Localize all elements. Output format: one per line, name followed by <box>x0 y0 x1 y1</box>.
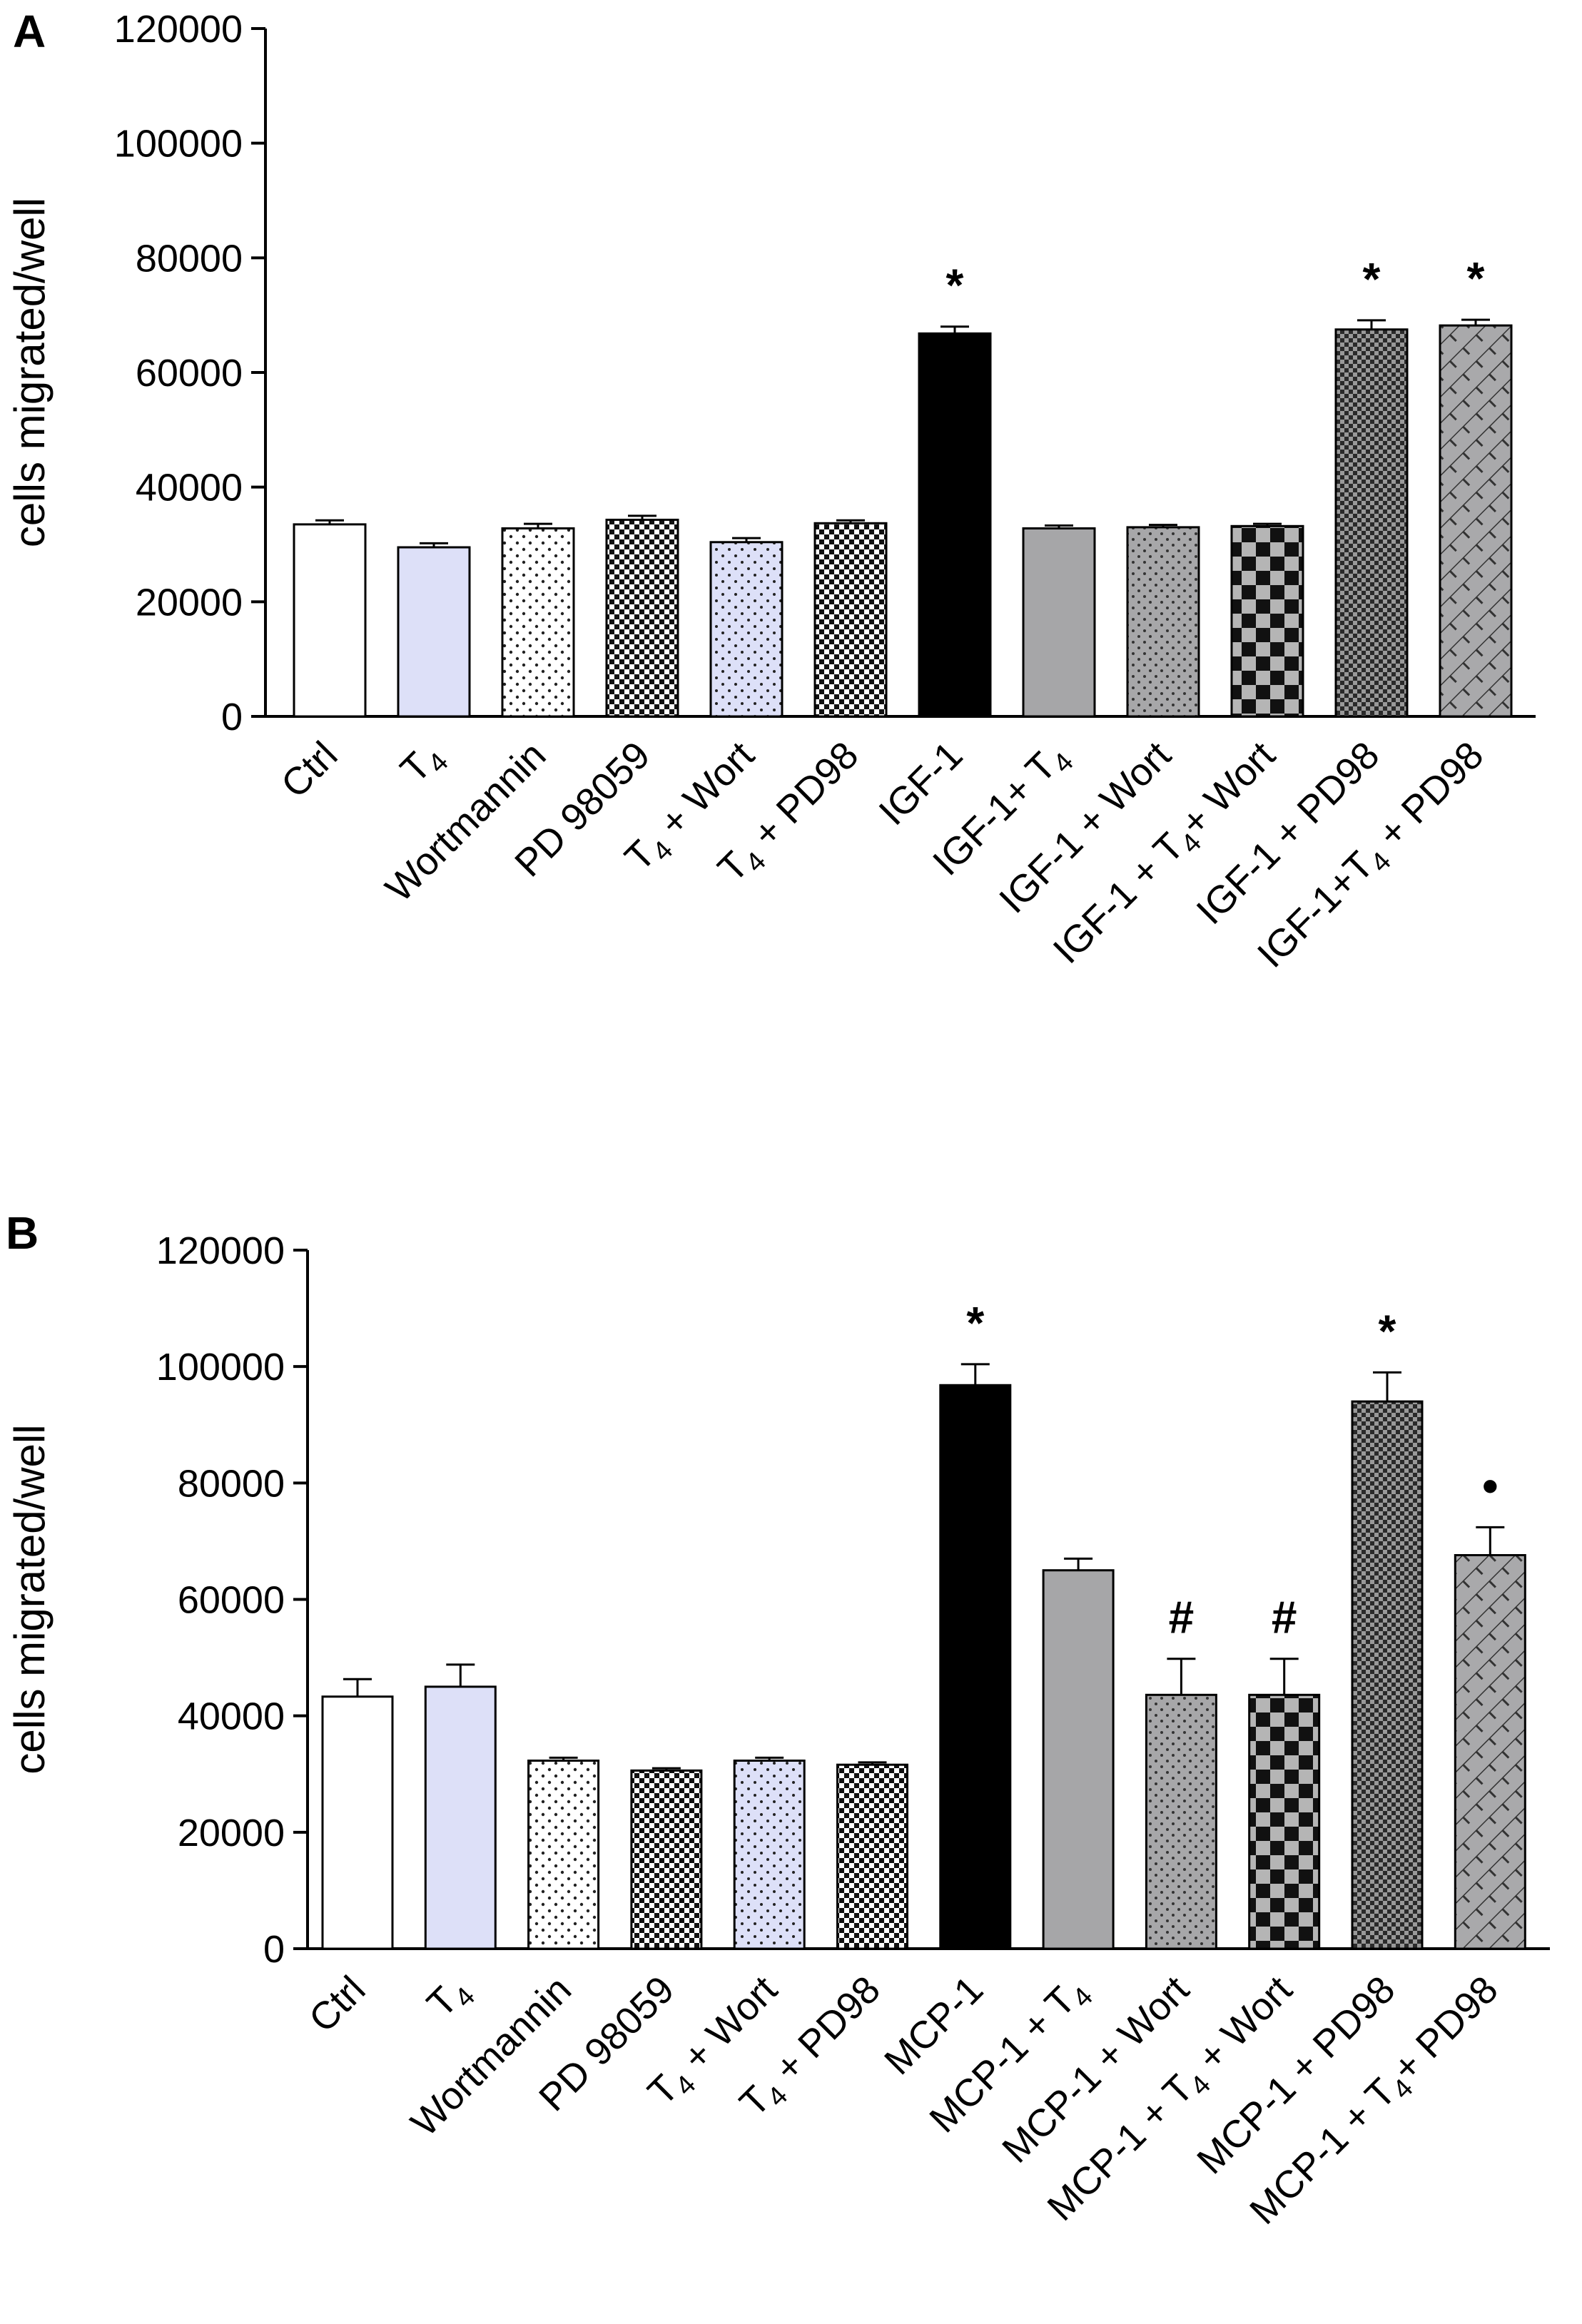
significance-marker: * <box>966 1297 984 1349</box>
bar <box>1351 1400 1424 1950</box>
y-tick-label: 60000 <box>178 1579 285 1622</box>
bar <box>1248 1693 1321 1950</box>
bar <box>501 527 575 718</box>
significance-marker: * <box>1467 253 1485 304</box>
x-tick-label: IGF-1 + PD98 <box>1188 734 1387 933</box>
bar <box>918 332 992 718</box>
y-tick-label: 20000 <box>178 1812 285 1854</box>
bar <box>321 1695 394 1950</box>
x-tick-label: T4 <box>419 1968 481 2030</box>
bar <box>1022 527 1096 718</box>
bar <box>1126 526 1200 718</box>
significance-marker: * <box>1363 253 1381 305</box>
y-tick-label: 100000 <box>156 1346 285 1389</box>
bar <box>630 1769 703 1950</box>
y-tick-label: 100000 <box>114 123 243 166</box>
x-tick-label: MCP-1 + Wort <box>994 1968 1197 2171</box>
bar <box>1042 1569 1115 1950</box>
y-tick-label: 40000 <box>178 1695 285 1738</box>
significance-marker: # <box>1272 1592 1297 1643</box>
bar <box>1230 524 1304 718</box>
y-tick-label: 20000 <box>136 581 243 624</box>
bar <box>836 1763 908 1950</box>
bar <box>1334 328 1409 718</box>
y-tick-label: 0 <box>263 1928 285 1971</box>
bar <box>813 522 888 718</box>
bar <box>293 523 367 718</box>
y-tick-label: 0 <box>221 696 243 739</box>
y-tick-label: 60000 <box>136 352 243 395</box>
panel-label: A <box>13 6 46 57</box>
x-tick-label: Ctrl <box>301 1968 374 2041</box>
y-tick-label: 120000 <box>156 1229 285 1272</box>
y-tick-label: 80000 <box>136 237 243 280</box>
bar <box>424 1685 497 1950</box>
y-tick-label: 80000 <box>178 1462 285 1505</box>
bar <box>1454 1553 1526 1950</box>
bar <box>709 541 784 718</box>
bar <box>733 1759 806 1950</box>
bar <box>939 1384 1012 1950</box>
bar <box>527 1759 600 1950</box>
y-tick-label: 40000 <box>136 467 243 509</box>
y-tick-label: 120000 <box>114 8 243 51</box>
bar <box>1145 1693 1217 1950</box>
x-tick-label: T4 <box>392 734 455 796</box>
x-tick-label: IGF-1 <box>871 734 970 833</box>
bar <box>1439 324 1513 718</box>
significance-marker: * <box>1379 1305 1396 1356</box>
panel-label: B <box>6 1207 39 1259</box>
significance-marker: * <box>946 260 964 311</box>
significance-marker: • <box>1482 1460 1498 1511</box>
y-axis-label: cells migrated/well <box>6 1424 54 1774</box>
bar <box>397 546 471 718</box>
bar <box>605 518 679 718</box>
x-tick-label: Ctrl <box>273 734 346 806</box>
y-axis-label: cells migrated/well <box>6 198 54 547</box>
significance-marker: # <box>1169 1592 1195 1643</box>
